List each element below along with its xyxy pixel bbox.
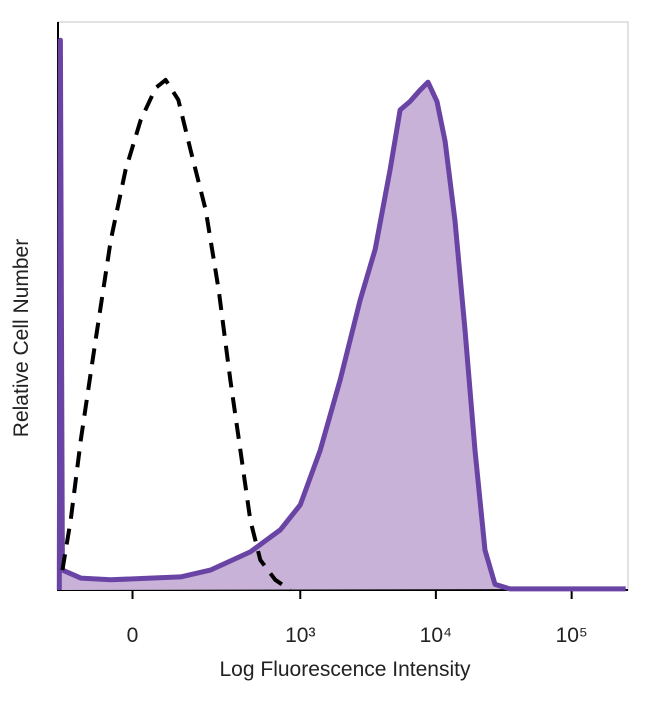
- histogram-line: [56, 37, 626, 592]
- x-tick-label: 10³: [285, 624, 315, 647]
- x-tick-label: 0: [127, 624, 139, 647]
- control-line: [60, 77, 292, 592]
- x-axis-label: Log Fluorescence Intensity: [220, 658, 471, 681]
- x-tick-label: 10⁴: [420, 624, 452, 647]
- area-fill: [59, 40, 626, 590]
- x-tick-label: 10⁵: [556, 624, 588, 647]
- y-axis-label: Relative Cell Number: [10, 239, 33, 437]
